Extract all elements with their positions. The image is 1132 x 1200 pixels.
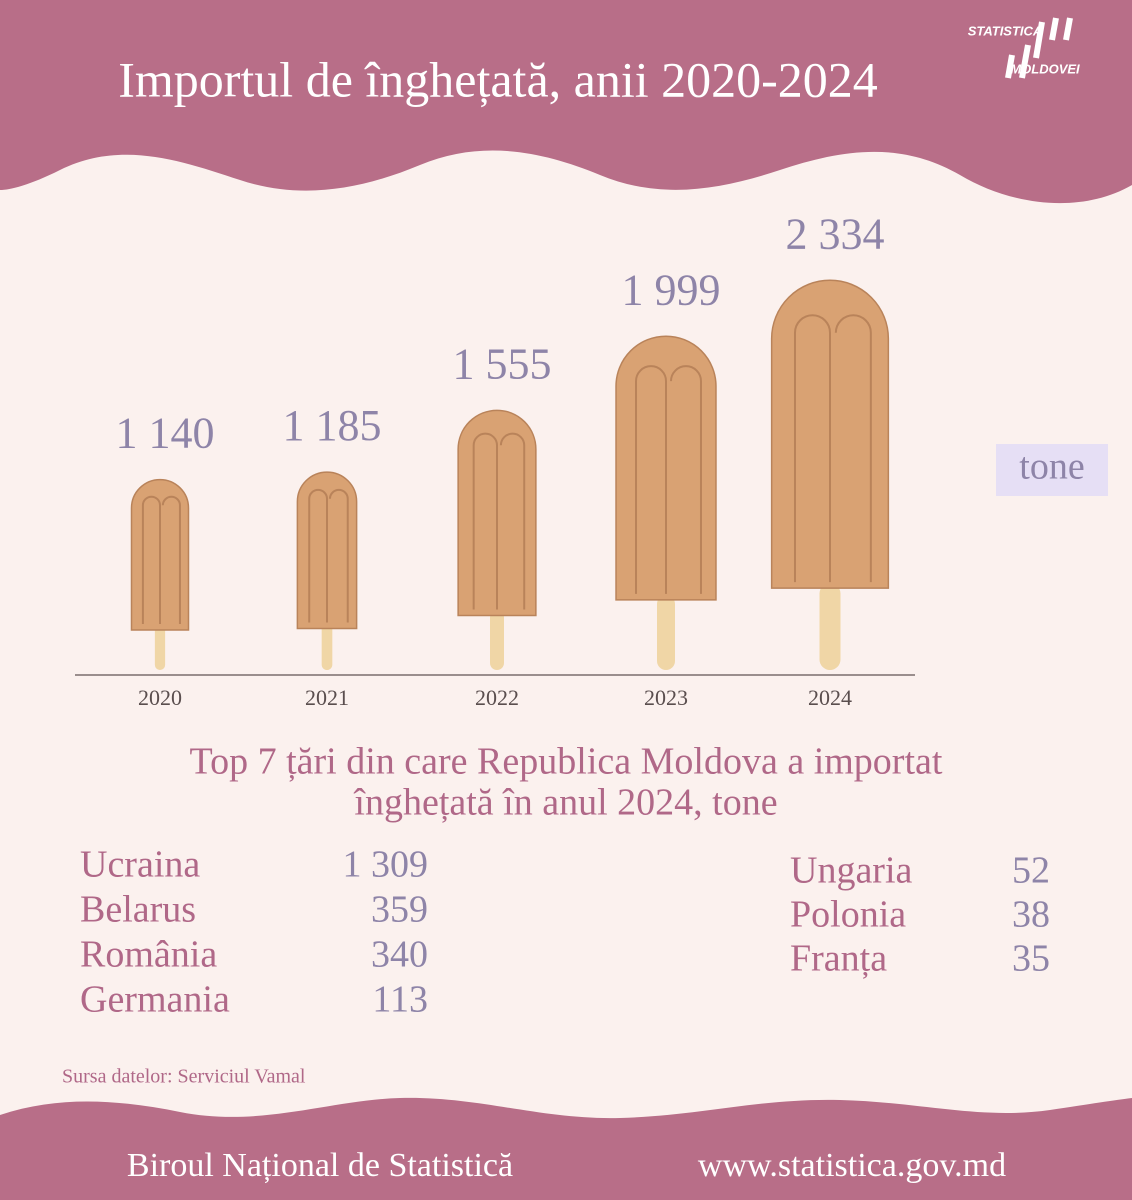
country-value: 38 xyxy=(1012,894,1050,936)
value-label: 1 555 xyxy=(453,339,552,388)
table-title: Top 7 țări din care Republica Moldova a … xyxy=(190,741,943,783)
popsicle-groove xyxy=(635,365,702,594)
country-value: 340 xyxy=(371,934,428,976)
logo: STATISTICA MOLDOVEI xyxy=(968,17,1080,79)
country-name: Ungaria xyxy=(790,850,913,892)
chart-title: Importul de înghețată, anii 2020-2024 xyxy=(118,51,878,107)
value-label: 1 140 xyxy=(116,409,215,458)
popsicle-groove xyxy=(793,314,872,583)
table-title: înghețată în anul 2024, tone xyxy=(353,782,777,824)
country-name: România xyxy=(80,934,217,976)
value-label: 2 334 xyxy=(786,209,885,258)
stick xyxy=(819,583,841,670)
country-name: Germania xyxy=(80,979,230,1021)
footer-band xyxy=(0,1097,1132,1200)
stick xyxy=(154,625,166,670)
stick xyxy=(321,623,333,670)
country-value: 1 309 xyxy=(343,844,429,886)
unit-box xyxy=(996,444,1108,496)
x-tick-label: 2021 xyxy=(305,685,349,710)
popsicle-groove xyxy=(308,488,349,623)
country-value: 113 xyxy=(372,979,428,1021)
footer-right: www.statistica.gov.md xyxy=(698,1147,1006,1184)
country-name: Franța xyxy=(790,938,887,980)
country-name: Polonia xyxy=(790,894,906,936)
popsicle xyxy=(130,478,190,670)
popsicle xyxy=(457,409,537,670)
popsicle xyxy=(296,471,358,670)
country-name: Ucraina xyxy=(80,844,200,886)
stick xyxy=(657,594,675,670)
source: Sursa datelor: Serviciul Vamal xyxy=(62,1066,306,1088)
popsicle xyxy=(770,279,890,670)
country-value: 35 xyxy=(1012,938,1050,980)
value-label: 1 999 xyxy=(622,265,721,314)
country-value: 52 xyxy=(1012,850,1050,892)
popsicle-groove xyxy=(472,432,526,610)
country-name: Belarus xyxy=(80,889,196,931)
country-value: 359 xyxy=(371,889,428,931)
x-tick-label: 2020 xyxy=(138,685,182,710)
x-tick-label: 2024 xyxy=(808,685,852,710)
footer-left: Biroul Național de Statistică xyxy=(127,1147,513,1184)
logo-mark xyxy=(1005,17,1073,79)
popsicle xyxy=(615,335,717,670)
x-tick-label: 2022 xyxy=(475,685,519,710)
logo-text: STATISTICA xyxy=(968,23,1043,38)
unit-label: tone xyxy=(1019,446,1084,488)
x-tick-label: 2023 xyxy=(644,685,688,710)
logo-text: MOLDOVEI xyxy=(1010,61,1080,76)
value-label: 1 185 xyxy=(283,401,382,450)
stick xyxy=(490,610,504,670)
header-band xyxy=(0,0,1132,204)
popsicle-groove xyxy=(141,495,181,625)
